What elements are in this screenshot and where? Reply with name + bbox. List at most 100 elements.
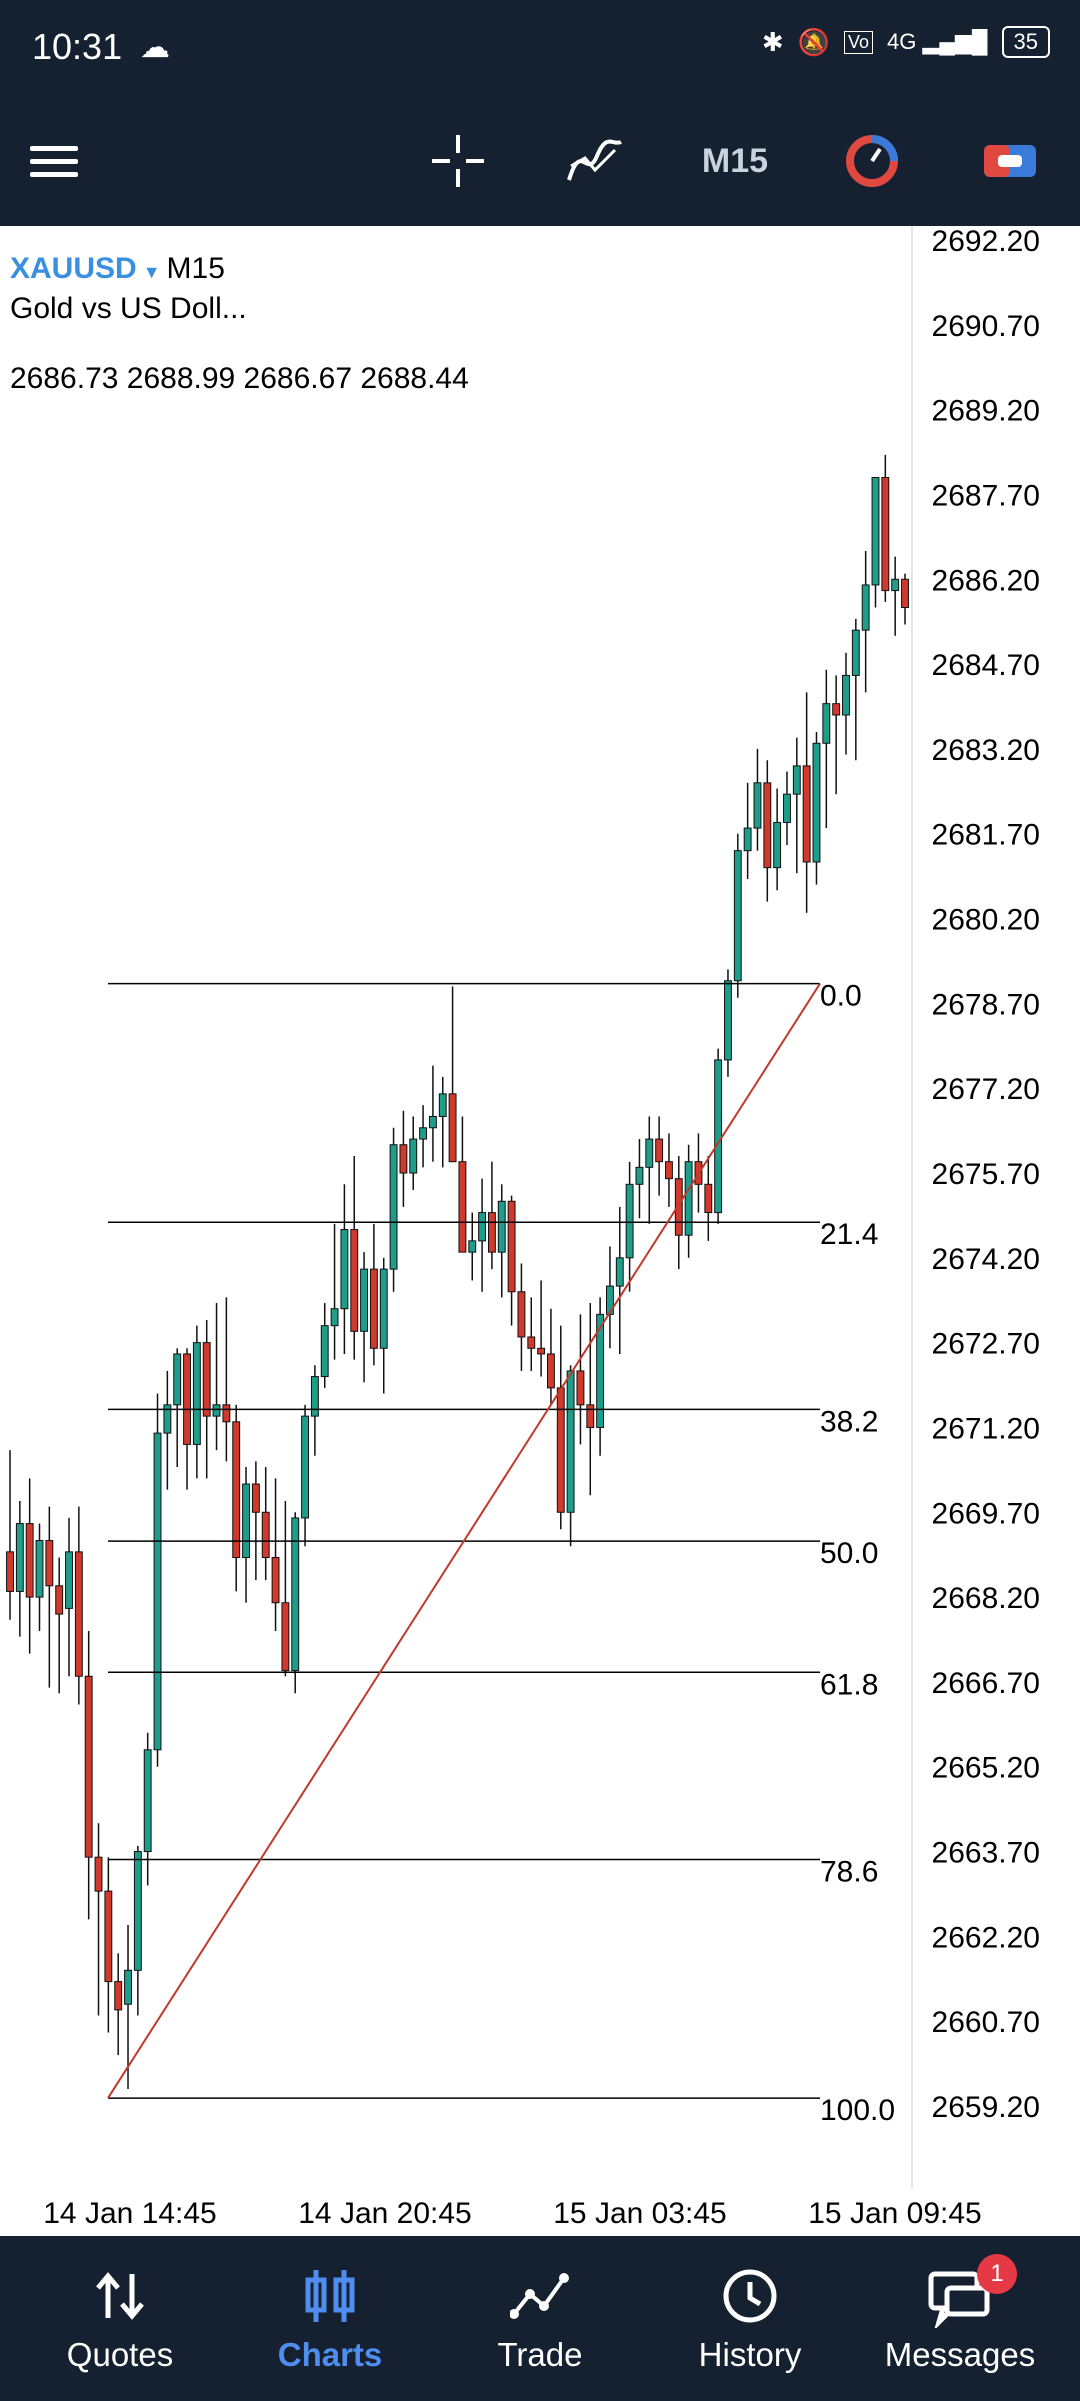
candle-body	[153, 1432, 162, 1751]
candle-body	[271, 1557, 280, 1604]
candle-body	[143, 1749, 152, 1853]
menu-icon[interactable]	[28, 126, 80, 196]
candle-body	[487, 1212, 496, 1253]
candle-body	[468, 1240, 477, 1253]
nav-charts[interactable]: Charts	[230, 2236, 430, 2401]
candle-body	[842, 674, 850, 716]
candle-body	[458, 1161, 467, 1253]
candle-body	[566, 1370, 575, 1513]
fib-level-label: 0.0	[820, 980, 862, 1013]
price-tick-label: 2674.20	[932, 1243, 1040, 1276]
price-tick-label: 2675.70	[932, 1158, 1040, 1191]
candle-body	[753, 782, 762, 829]
clock-icon[interactable]	[842, 126, 902, 196]
chart-area[interactable]: 2692.20 2690.70 2689.20 2687.70 2686.20 2684.…	[0, 226, 1080, 2230]
fib-level-label: 50.0	[820, 1537, 878, 1570]
candle-body	[281, 1602, 290, 1672]
candle-body	[714, 1059, 723, 1214]
candle-body	[35, 1540, 44, 1598]
candle-body	[812, 742, 821, 863]
candlestick-chart[interactable]: 2692.20 2690.70 2689.20 2687.70 2686.20 2684.…	[0, 226, 1080, 2236]
candle-body	[261, 1511, 270, 1559]
candle-body	[861, 584, 870, 631]
sort-arrows-icon	[20, 2268, 220, 2324]
indicator-icon[interactable]	[562, 126, 628, 196]
candle-body	[645, 1138, 654, 1168]
symbol-name[interactable]: XAUUSD	[10, 252, 137, 285]
candle-body	[832, 703, 841, 716]
ohlc-values: 2686.73 2688.99 2686.67 2688.44	[10, 362, 469, 395]
symbol-header[interactable]: XAUUSD ▼ M15	[10, 252, 225, 286]
battery-icon: 35	[1001, 26, 1050, 58]
candle-body	[212, 1404, 221, 1417]
candle-body	[596, 1313, 605, 1428]
candle-body	[74, 1551, 83, 1677]
crosshair-icon[interactable]	[428, 126, 488, 196]
candle-body	[635, 1166, 644, 1185]
messages-badge: 1	[977, 2254, 1017, 2294]
history-icon	[650, 2268, 850, 2324]
candle-body	[301, 1415, 309, 1519]
candle-body	[773, 821, 782, 869]
price-tick-label: 2690.70	[932, 310, 1040, 343]
candle-body	[124, 1969, 132, 2005]
candle-body	[763, 782, 772, 869]
timeframe-button[interactable]: M15	[701, 141, 769, 180]
status-bar: 10:31 ☁ ✱ 🔕 Vo 4G ▂▄▆█ 35	[0, 0, 1080, 100]
candle-body	[851, 629, 860, 676]
status-icons: ✱ 🔕 Vo 4G ▂▄▆█ 35	[762, 26, 1050, 58]
price-tick-label: 2692.20	[932, 226, 1040, 258]
price-tick-label: 2687.70	[932, 479, 1040, 512]
time-tick-label: 15 Jan 03:45	[553, 2197, 726, 2230]
candle-body	[665, 1161, 673, 1180]
price-tick-label: 2666.70	[932, 1667, 1040, 1700]
nav-quotes[interactable]: Quotes	[20, 2236, 220, 2401]
candle-body	[84, 1675, 93, 1858]
price-tick-label: 2660.70	[932, 2006, 1040, 2039]
price-tick-label: 2689.20	[932, 395, 1040, 428]
candle-body	[369, 1268, 378, 1349]
candle-body	[163, 1404, 172, 1434]
candle-body	[379, 1268, 388, 1349]
candle-body	[684, 1161, 693, 1236]
candle-body	[625, 1183, 634, 1259]
nav-history-label: History	[698, 2336, 802, 2373]
nav-messages-label: Messages	[884, 2336, 1036, 2373]
candle-body	[104, 1890, 113, 1983]
candle-body	[202, 1342, 211, 1417]
signal-icon: 4G ▂▄▆█	[887, 29, 988, 54]
candle-body	[350, 1229, 359, 1332]
nav-trade-label: Trade	[497, 2336, 583, 2373]
candle-body	[546, 1353, 555, 1389]
objects-icon[interactable]	[980, 126, 1040, 196]
candle-body	[222, 1404, 231, 1423]
candle-body	[173, 1353, 182, 1406]
price-tick-label: 2669.70	[932, 1497, 1040, 1530]
candle-body	[527, 1336, 536, 1349]
nav-messages[interactable]: 1 Messages	[860, 2236, 1060, 2401]
price-tick-label: 2678.70	[932, 988, 1040, 1021]
fib-level-label: 61.8	[820, 1668, 878, 1701]
candle-body	[291, 1517, 300, 1672]
candle-body	[674, 1178, 683, 1236]
time-tick-label: 14 Jan 20:45	[298, 2197, 471, 2230]
candle-body	[556, 1387, 565, 1513]
candle-body	[25, 1523, 34, 1598]
chart-toolbar: M15	[0, 100, 1080, 226]
mute-icon: 🔕	[797, 26, 830, 57]
candle-body	[743, 827, 752, 852]
candle-body	[330, 1308, 339, 1327]
candle-body	[448, 1093, 457, 1163]
price-tick-label: 2662.20	[932, 1921, 1040, 1954]
price-tick-label: 2681.70	[932, 819, 1040, 852]
symbol-dropdown-icon[interactable]: ▼	[142, 262, 161, 282]
price-tick-label: 2665.20	[932, 1752, 1040, 1785]
nav-trade[interactable]: Trade	[440, 2236, 640, 2401]
candle-body	[399, 1144, 408, 1174]
candle-body	[15, 1523, 24, 1592]
cloud-icon: ☁	[140, 31, 170, 64]
trend-icon	[440, 2268, 640, 2324]
fib-trend-line	[107, 983, 821, 2099]
nav-history[interactable]: History	[650, 2236, 850, 2401]
price-tick-label: 2672.70	[932, 1328, 1040, 1361]
